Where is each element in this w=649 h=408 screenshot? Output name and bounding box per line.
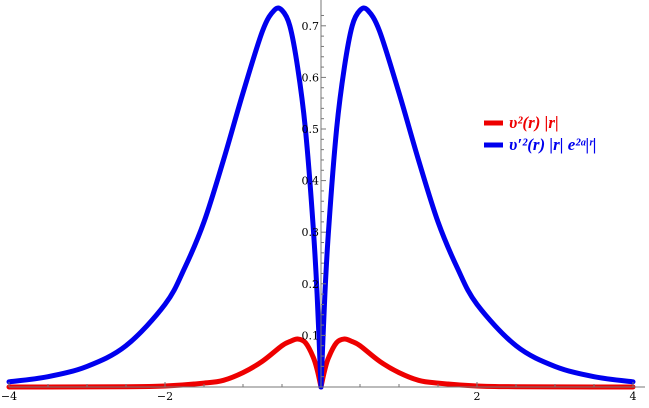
y-tick-label: 0.7 [302,20,320,33]
ticks-layer: −4 −2 2 4 0.1 0.2 0.3 0.4 0.5 0.6 0.7 [1,14,637,403]
legend: υ²(r) |r| υ′²(r) |r| e²ᵃ|ʳ| [484,113,597,154]
y-tick-label: 0.6 [302,71,320,84]
y-tick-label: 0.3 [302,226,320,239]
y-tick-label: 0.4 [302,175,320,188]
y-tick-label: 0.5 [302,123,320,136]
legend-label-1: υ²(r) |r| [509,113,559,132]
legend-label-2: υ′²(r) |r| e²ᵃ|ʳ| [509,135,597,154]
y-tick-label: 0.2 [302,278,320,291]
axes-layer [9,0,645,388]
x-tick-label: −4 [1,390,17,403]
y-tick-label: 0.1 [302,329,320,342]
x-tick-label: 4 [630,390,637,403]
x-tick-label: 2 [474,390,481,403]
x-tick-label: −2 [157,390,173,403]
